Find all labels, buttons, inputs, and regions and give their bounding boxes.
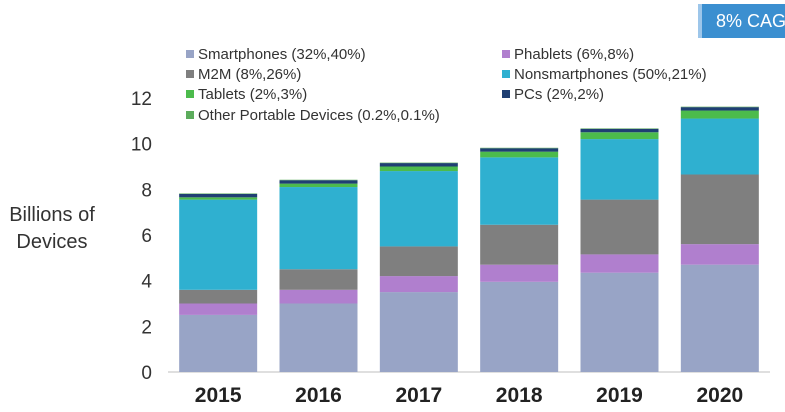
bar-2016-pcs <box>279 180 358 184</box>
bar-2020-other <box>680 106 759 108</box>
bar-2016-nonsmartphones <box>279 187 358 270</box>
y-tick-label-8: 8 <box>141 180 152 201</box>
y-tick-label-10: 10 <box>131 135 152 156</box>
bar-2016-m2m <box>279 269 358 290</box>
bar-2016-smartphones <box>279 303 358 372</box>
bar-2020-phablets <box>680 244 759 265</box>
bar-2017-nonsmartphones <box>379 171 458 247</box>
y-tick-label-0: 0 <box>141 363 152 384</box>
bar-2017-m2m <box>379 246 458 277</box>
bar-2020-pcs <box>680 107 759 111</box>
bar-2019-other <box>580 128 659 129</box>
legend-swatch-3 <box>502 70 510 78</box>
bar-2020-m2m <box>680 174 759 245</box>
y-tick-label-4: 4 <box>141 272 152 293</box>
legend-swatch-6 <box>186 111 194 119</box>
bar-2019-smartphones <box>580 272 659 372</box>
bar-2017-other <box>379 162 458 164</box>
legend-swatch-0 <box>186 50 194 58</box>
y-tick-label-12: 12 <box>131 89 152 110</box>
x-tick-label-2016: 2016 <box>295 384 342 407</box>
y-axis-label-line-1: Billions of <box>9 204 95 226</box>
legend-label-6: Other Portable Devices (0.2%,0.1%) <box>198 107 440 124</box>
cagr-badge: 8% CAGR <box>698 4 785 38</box>
legend-label-0: Smartphones (32%,40%) <box>198 46 366 63</box>
bar-2020-tablets <box>680 110 759 119</box>
bar-2018-tablets <box>480 151 559 158</box>
bar-2016-tablets <box>279 183 358 188</box>
y-tick-label-6: 6 <box>141 226 152 247</box>
legend-label-3: Nonsmartphones (50%,21%) <box>514 66 707 83</box>
bar-2019-nonsmartphones <box>580 139 659 200</box>
x-tick-label-2020: 2020 <box>696 384 743 407</box>
x-tick-label-2018: 2018 <box>496 384 543 407</box>
bar-2015-pcs <box>179 193 258 198</box>
bar-2015-tablets <box>179 197 258 200</box>
bar-2017-pcs <box>379 163 458 167</box>
legend-swatch-5 <box>502 90 510 98</box>
bar-2015-phablets <box>179 303 258 315</box>
bar-2017-phablets <box>379 276 458 293</box>
legend-label-4: Tablets (2%,3%) <box>198 86 307 103</box>
bar-2015-other <box>179 193 258 194</box>
y-axis-label-line-2: Devices <box>16 231 88 253</box>
x-tick-label-2019: 2019 <box>596 384 643 407</box>
bar-2019-m2m <box>580 199 659 255</box>
bar-2018-smartphones <box>480 281 559 372</box>
bar-2016-phablets <box>279 289 358 304</box>
bar-2018-other <box>480 147 559 149</box>
y-tick-label-2: 2 <box>141 317 152 338</box>
bar-2015-m2m <box>179 289 258 304</box>
bar-2019-tablets <box>580 132 659 140</box>
legend-label-2: M2M (8%,26%) <box>198 66 301 83</box>
bar-2016-other <box>279 179 358 181</box>
legend-label-5: PCs (2%,2%) <box>514 86 604 103</box>
legend-swatch-1 <box>502 50 510 58</box>
bar-2017-smartphones <box>379 292 458 372</box>
bar-2018-phablets <box>480 264 559 282</box>
bar-2020-smartphones <box>680 264 759 372</box>
bar-2018-pcs <box>480 148 559 152</box>
bar-2020-nonsmartphones <box>680 118 759 175</box>
bar-2015-smartphones <box>179 314 258 372</box>
x-tick-label-2015: 2015 <box>195 384 242 407</box>
bar-2017-tablets <box>379 166 458 172</box>
legend-swatch-2 <box>186 70 194 78</box>
legend-label-1: Phablets (6%,8%) <box>514 46 634 63</box>
bar-2019-phablets <box>580 254 659 273</box>
legend-swatch-4 <box>186 90 194 98</box>
x-tick-label-2017: 2017 <box>395 384 442 407</box>
bar-2019-pcs <box>580 128 659 133</box>
bar-2018-nonsmartphones <box>480 157 559 225</box>
bar-2015-nonsmartphones <box>179 199 258 290</box>
bar-2018-m2m <box>480 224 559 265</box>
y-axis-label: Billions of Devices <box>0 202 104 256</box>
